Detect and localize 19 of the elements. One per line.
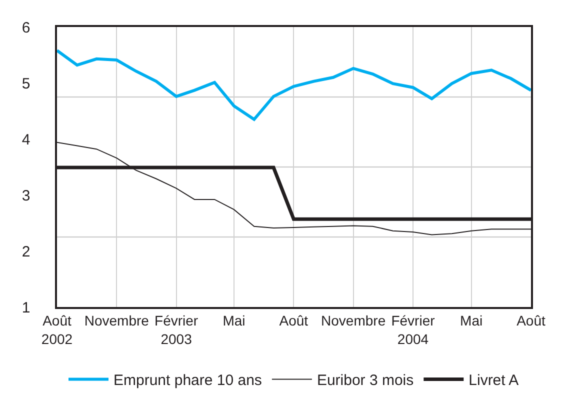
legend-label: Livret A xyxy=(468,372,519,390)
legend-label: Euribor 3 mois xyxy=(316,372,414,390)
y-tick-label: 1 xyxy=(22,299,30,316)
x-tick-label: Août xyxy=(279,312,308,329)
x-tick-label: Février 2004 xyxy=(391,312,436,347)
y-tick-label: 5 xyxy=(22,75,30,92)
x-tick-label: Août 2002 xyxy=(41,312,73,347)
legend-label: Emprunt phare 10 ans xyxy=(114,372,262,390)
y-tick-label: 6 xyxy=(22,19,30,36)
y-tick-label: 2 xyxy=(22,243,30,260)
y-tick-label: 4 xyxy=(22,131,30,148)
x-tick-label: Novembre xyxy=(321,312,386,329)
y-tick-label: 3 xyxy=(22,187,30,204)
line-series xyxy=(57,49,531,121)
x-tick-label: Mai xyxy=(460,312,483,329)
x-tick-label: Mai xyxy=(222,312,246,329)
x-tick-label: Août xyxy=(516,312,546,329)
x-tick-label: Novembre xyxy=(84,312,150,329)
x-tick-label: Février 2003 xyxy=(154,312,198,347)
